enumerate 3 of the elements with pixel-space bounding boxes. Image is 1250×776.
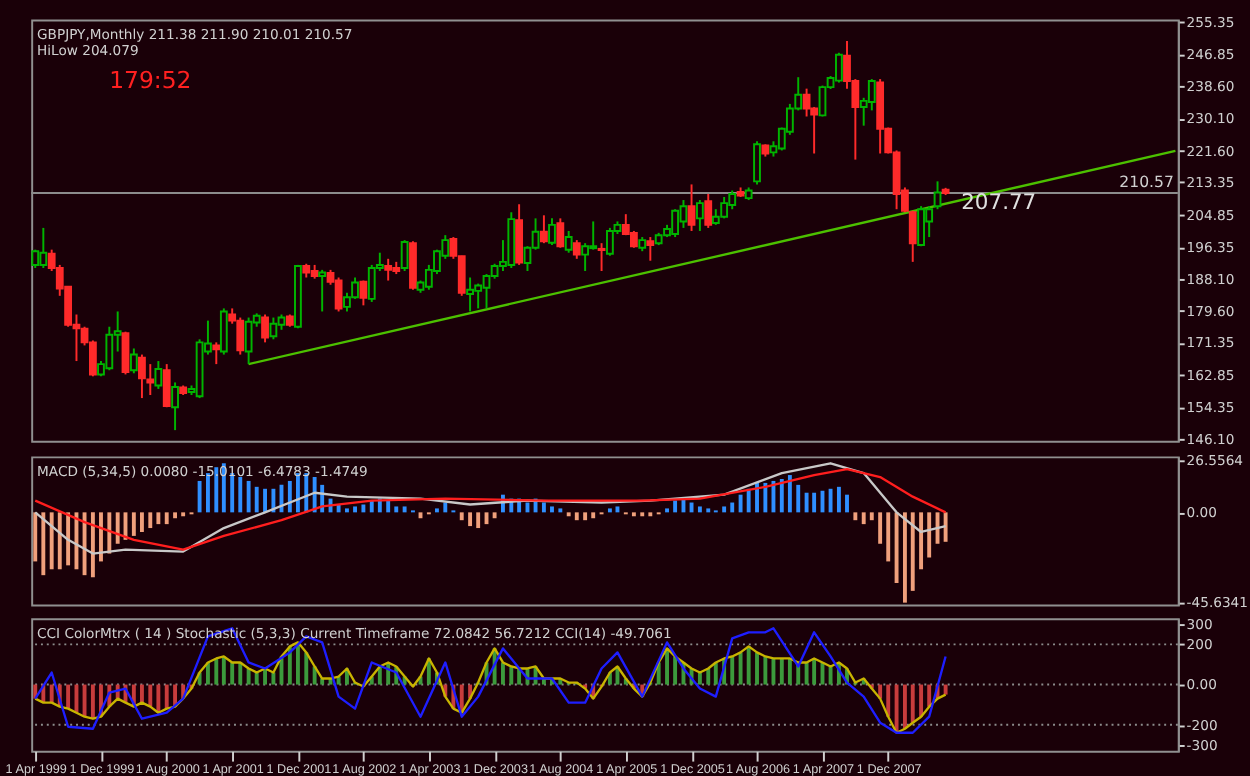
annotation: 207.77 — [961, 189, 1037, 216]
ref-line-label: 210.57 — [1119, 173, 1174, 192]
annotation: 179:52 — [109, 65, 192, 94]
